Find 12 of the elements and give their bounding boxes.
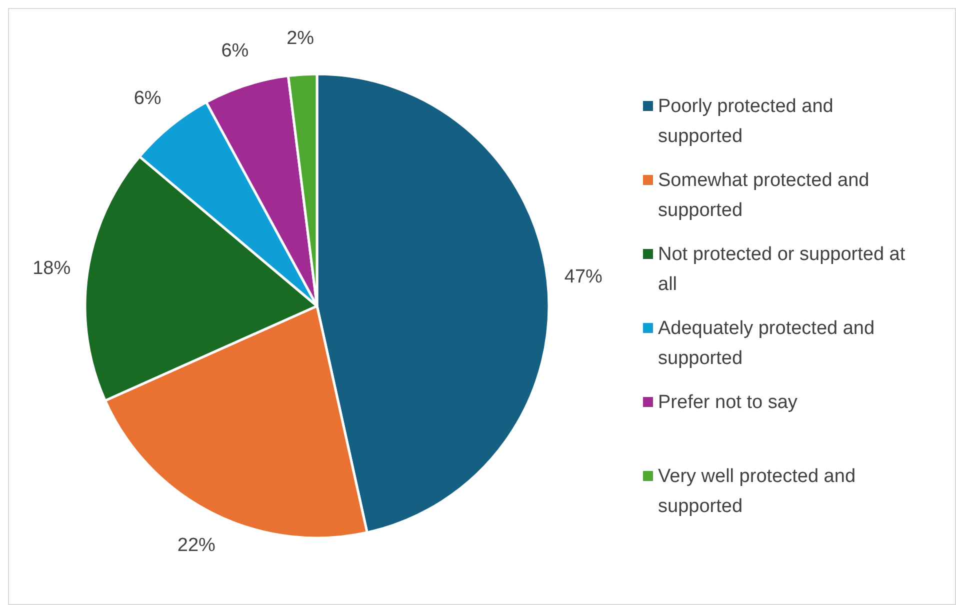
legend-label: Poorly protected and supported [658, 96, 834, 146]
legend-label: Very well protected and supported [658, 466, 856, 516]
data-label: 18% [32, 258, 71, 280]
data-label: 2% [286, 28, 314, 50]
data-label: 22% [177, 534, 216, 556]
legend-label: Prefer not to say [658, 392, 798, 412]
legend-label: Not protected or supported at all [658, 244, 906, 294]
data-label: 6% [134, 88, 162, 109]
legend-label: Adequately protected and supported [658, 318, 875, 368]
data-label: 47% [564, 266, 603, 288]
data-label: 6% [221, 40, 249, 62]
legend-label: Somewhat protected and supported [658, 170, 870, 220]
